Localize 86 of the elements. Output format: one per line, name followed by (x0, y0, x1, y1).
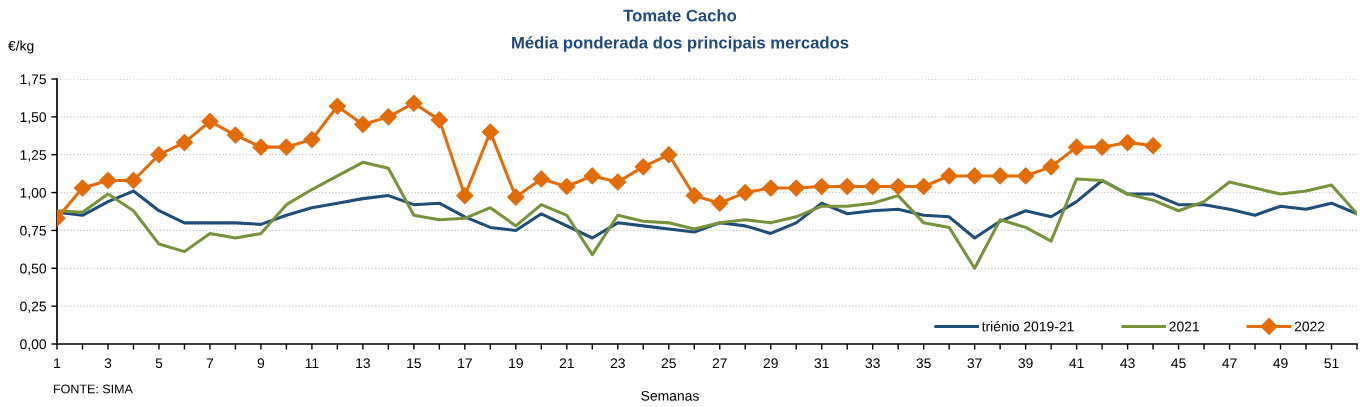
point (99, 171, 117, 190)
x-tick-label: 45 (1171, 358, 1186, 369)
point (201, 112, 219, 130)
x-tick-label: 33 (865, 358, 880, 369)
point (456, 187, 474, 205)
x-tick-label: 35 (916, 358, 931, 369)
point (915, 177, 933, 196)
x-tick-label: 43 (1120, 358, 1135, 369)
point (966, 167, 984, 185)
y-tick-label: 1,50 (20, 112, 47, 124)
point (558, 177, 576, 196)
point (277, 138, 295, 156)
y-tick-label: 0,25 (20, 301, 46, 313)
point (762, 179, 780, 197)
x-tick-label: 29 (763, 358, 778, 369)
point (609, 173, 627, 191)
point (736, 184, 754, 202)
chart-subtitle: Média ponderada dos principais mercados (512, 36, 849, 52)
point (303, 131, 321, 149)
x-tick-label: 9 (257, 358, 265, 369)
x-tick-label: 5 (155, 358, 163, 369)
point (1093, 138, 1111, 156)
x-tick-label: 11 (305, 358, 319, 368)
point (711, 194, 729, 212)
point (175, 134, 194, 152)
y-tick-label: 1,25 (20, 150, 46, 162)
point (1042, 158, 1060, 176)
point (813, 177, 831, 196)
point (405, 94, 423, 112)
x-tick-label: 47 (1222, 358, 1237, 368)
point (991, 167, 1009, 185)
y-tick-label: 0,50 (20, 263, 47, 276)
legend-label: triénio 2019-21 (981, 321, 1074, 332)
point (532, 170, 550, 188)
point (430, 111, 448, 129)
point (660, 146, 678, 164)
x-tick-label: 1 (54, 358, 61, 368)
point (73, 179, 92, 197)
x-tick-label: 41 (1069, 358, 1084, 368)
point (507, 188, 525, 206)
x-tick-label: 17 (458, 358, 472, 368)
chart-title: Tomate Cacho (623, 9, 737, 22)
point (252, 138, 270, 156)
point (354, 115, 372, 133)
legend-label: 2022 (1294, 321, 1325, 332)
point (328, 97, 346, 115)
y-tick-label: 0,00 (20, 339, 47, 351)
point (583, 167, 601, 185)
point (1119, 134, 1137, 152)
point (1017, 167, 1035, 185)
y-tick-label: 0,75 (20, 225, 46, 238)
legend-label: 2021 (1169, 321, 1199, 332)
source-note: FONTE: SIMA (54, 384, 133, 394)
point (379, 108, 397, 126)
x-tick-label: 15 (407, 358, 422, 369)
point (787, 179, 805, 197)
x-tick-label: 49 (1273, 358, 1288, 369)
point (940, 167, 958, 185)
x-tick-label: 19 (509, 358, 523, 369)
x-tick-label: 23 (610, 358, 625, 369)
x-tick-label: 13 (356, 358, 370, 369)
x-tick-label: 31 (814, 358, 829, 369)
point (1068, 138, 1086, 156)
x-tick-label: 51 (1324, 358, 1339, 369)
y-tick-label: 1,75 (20, 74, 46, 86)
x-tick-label: 37 (967, 358, 982, 369)
x-axis-title: Semanas (641, 390, 699, 401)
x-tick-label: 25 (661, 358, 676, 369)
y-axis-title: €/kg (8, 40, 34, 54)
point (864, 177, 882, 196)
point (150, 146, 168, 164)
x-tick-label: 27 (712, 358, 727, 368)
x-tick-label: 7 (206, 358, 214, 368)
point (685, 187, 703, 205)
point (889, 177, 907, 196)
y-tick-label: 1,00 (20, 187, 47, 200)
point (838, 177, 856, 196)
x-tick-label: 21 (559, 358, 574, 368)
point (124, 171, 143, 190)
point (226, 126, 244, 144)
x-tick-label: 39 (1018, 358, 1033, 369)
point (481, 123, 499, 141)
line-series (57, 160, 1357, 270)
point (1144, 137, 1162, 155)
point (634, 158, 652, 176)
x-tick-label: 3 (104, 358, 112, 369)
